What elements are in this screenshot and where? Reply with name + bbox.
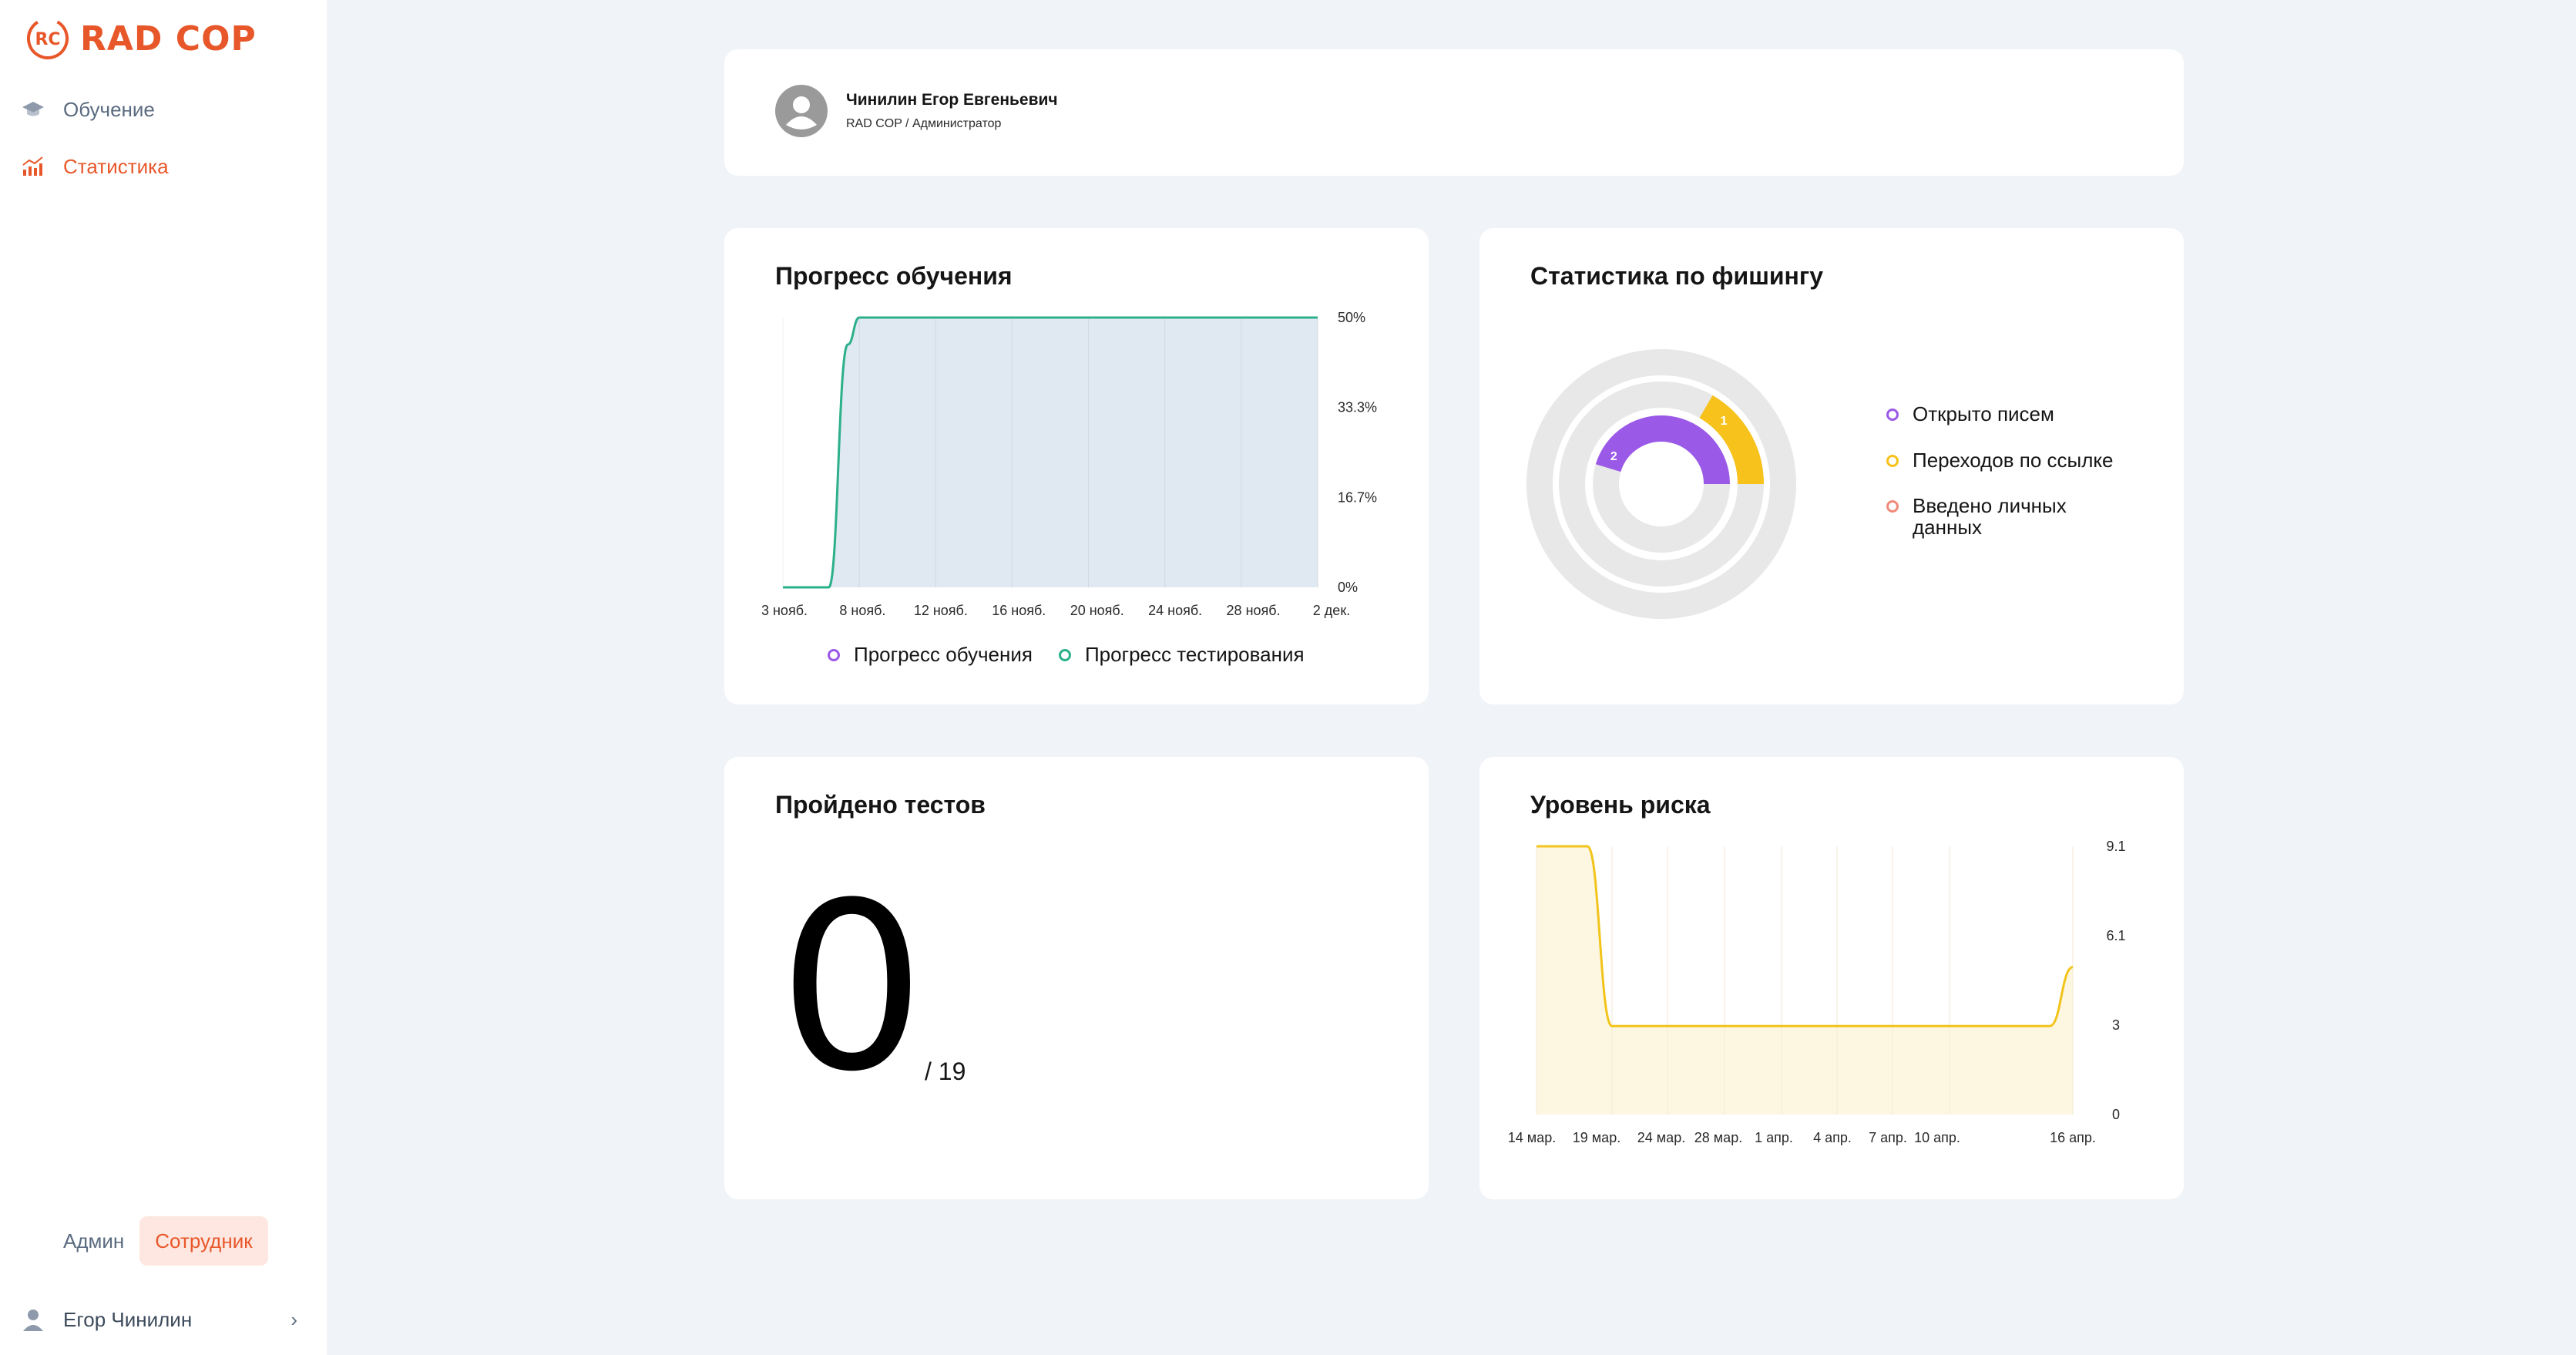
card-title: Прогресс обучения (775, 262, 1013, 290)
legend-label: Открыто писем (1913, 402, 2054, 425)
ring-clicks-value-label: 1 (1721, 415, 1728, 428)
x-tick-label: 4 апр. (1813, 1130, 1852, 1145)
bar-chart-icon (20, 153, 46, 180)
sidebar: RC RAD COP Обучение Статистика Админ Сот… (0, 0, 327, 1355)
legend-label[interactable]: Прогресс тестирования (1084, 643, 1305, 666)
legend-label[interactable]: Прогресс обучения (854, 643, 1033, 666)
ring-opened-arc (1595, 415, 1730, 485)
x-tick-label: 24 нояб. (1148, 603, 1202, 618)
risk-chart: 14 мар. 19 мар. 24 мар. 28 мар. 1 апр. 4 апр.… (1508, 839, 2126, 1145)
tests-total: / 19 (925, 1057, 966, 1085)
x-tick-label: 12 нояб. (914, 603, 968, 618)
legend-marker (1886, 408, 1899, 421)
learning-progress-card: Прогресс обучения 3 нояб. 8 нояб. 12 нояб.… (724, 228, 1429, 704)
x-tick-label: 19 мар. (1573, 1130, 1620, 1145)
sidebar-item-statistics[interactable]: Статистика (20, 148, 169, 185)
legend-item-opened[interactable]: Открыто писем (1886, 402, 2054, 426)
phishing-chart: 12 (1526, 349, 1796, 619)
risk-card: Уровень риска 14 мар. 19 мар. 24 мар. 28 ма… (1479, 757, 2184, 1199)
x-tick-label: 2 дек. (1313, 603, 1350, 618)
x-tick-label: 16 нояб. (992, 603, 1046, 618)
legend-label: Введено личных данных (1913, 494, 2067, 539)
profile-name: Чинилин Егор Евгеньевич (846, 91, 1058, 109)
logo-mark-icon: RC (27, 17, 69, 59)
y-tick-label: 50% (1338, 310, 1365, 325)
card-title: Пройдено тестов (775, 791, 986, 819)
card-title: Уровень риска (1530, 791, 1711, 819)
legend-label: Переходов по ссылке (1913, 449, 2114, 472)
x-tick-label: 1 апр. (1755, 1130, 1793, 1145)
legend-marker (1886, 454, 1899, 467)
logo[interactable]: RC RAD COP (25, 14, 257, 63)
x-tick-label: 16 апр. (2050, 1130, 2096, 1145)
x-tick-label: 10 апр. (1914, 1130, 1960, 1145)
x-tick-label: 8 нояб. (839, 603, 885, 618)
profile-subtitle: RAD COP / Администратор (846, 117, 1002, 130)
role-switch: Админ Сотрудник (48, 1216, 268, 1266)
tests-passed-count: 0 (778, 853, 925, 1122)
risk-line (1536, 845, 2074, 1027)
card-title: Статистика по фишингу (1530, 262, 1823, 290)
legend-item-clicks[interactable]: Переходов по ссылке (1886, 449, 2114, 472)
role-admin-button[interactable]: Админ (48, 1216, 139, 1266)
y-tick-label: 0 (2112, 1107, 2120, 1122)
y-tick-label: 16.7% (1338, 489, 1377, 505)
user-name: Егор Чинилин (63, 1307, 193, 1331)
risk-area (1537, 846, 2073, 1115)
chevron-right-icon: › (291, 1307, 297, 1331)
learning-progress-legend: Прогресс обучения Прогресс тестирования (828, 643, 1305, 667)
y-tick-label: 0% (1338, 580, 1358, 595)
sidebar-item-label: Обучение (63, 97, 155, 121)
sidebar-item-label: Статистика (63, 154, 169, 178)
x-tick-label: 7 апр. (1869, 1130, 1907, 1145)
x-tick-label: 14 мар. (1508, 1130, 1556, 1145)
testing-line (783, 316, 1318, 589)
y-tick-label: 3 (2112, 1017, 2120, 1033)
testing-area (783, 318, 1318, 587)
y-tick-label: 6.1 (2106, 928, 2125, 943)
ring-opened-value-label: 2 (1610, 450, 1617, 463)
user-menu[interactable]: Егор Чинилин › (20, 1301, 297, 1338)
legend-marker (1886, 500, 1899, 513)
x-tick-label: 28 нояб. (1227, 603, 1281, 618)
ring-clicks-arc (1699, 395, 1764, 485)
sidebar-item-learning[interactable]: Обучение (20, 91, 155, 128)
graduation-cap-icon (20, 96, 46, 123)
learning-progress-chart: 3 нояб. 8 нояб. 12 нояб. 16 нояб. 20 нояб. 24… (761, 310, 1377, 618)
x-tick-label: 3 нояб. (761, 603, 808, 618)
profile-card: Чинилин Егор Евгеньевич RAD COP / Админи… (724, 49, 2184, 176)
x-tick-label: 24 мар. (1637, 1130, 1685, 1145)
tests-card: Пройдено тестов 0 / 19 (724, 757, 1429, 1199)
avatar (775, 85, 828, 137)
x-tick-label: 28 мар. (1694, 1130, 1742, 1145)
legend-marker (1058, 648, 1071, 661)
svg-text:RC: RC (35, 30, 60, 49)
logo-text: RAD COP (80, 18, 257, 59)
legend-marker (828, 648, 840, 661)
ring-data-entered-track (1526, 349, 1796, 619)
y-tick-label: 33.3% (1338, 400, 1377, 415)
legend-item-data-entered[interactable]: Введено личных данных (1886, 495, 2133, 538)
role-employee-button[interactable]: Сотрудник (139, 1216, 268, 1266)
user-icon (23, 1310, 43, 1331)
x-tick-label: 20 нояб. (1070, 603, 1124, 618)
y-tick-label: 9.1 (2106, 839, 2125, 854)
